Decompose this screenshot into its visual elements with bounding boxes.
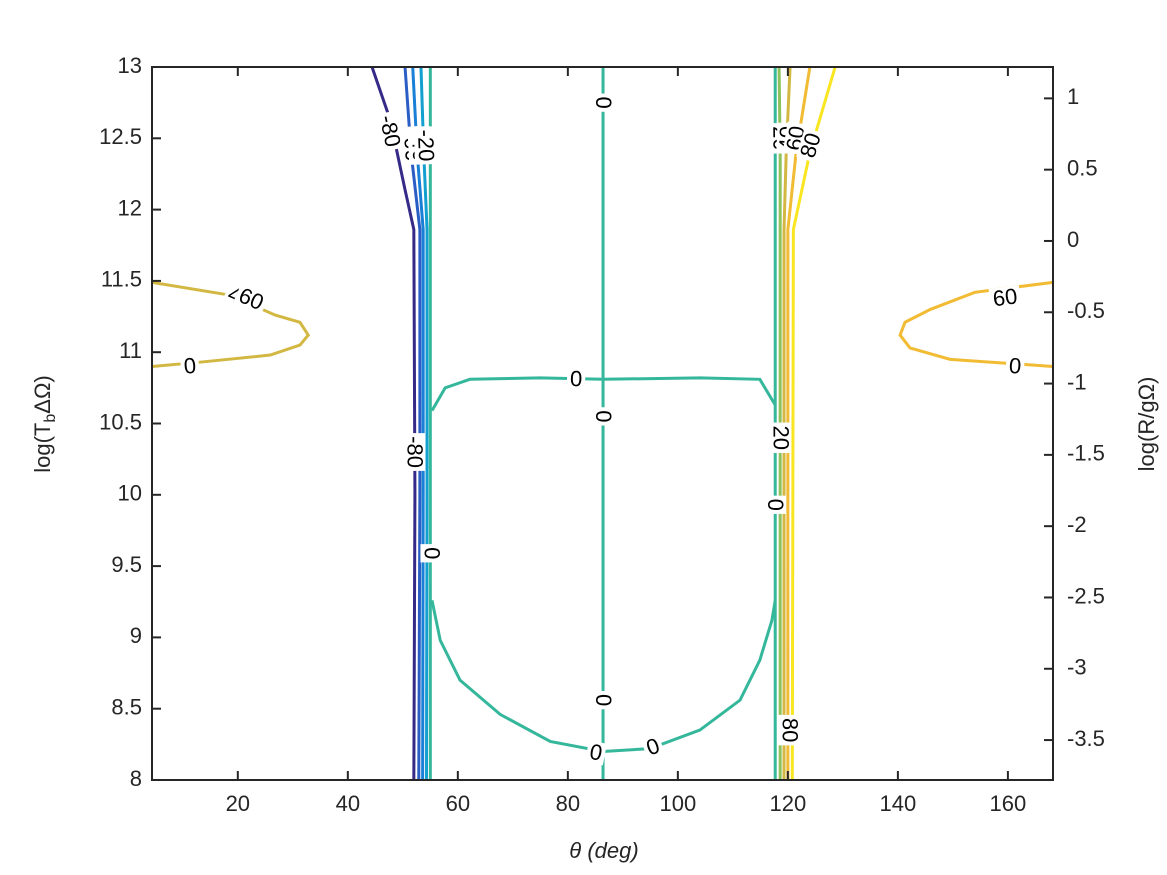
- x-tick-label: 100: [659, 791, 696, 816]
- contour-label-bg: [420, 544, 443, 563]
- y-tick-label: 11: [119, 338, 142, 363]
- contour-label-bg: [566, 368, 586, 391]
- contour-label-bg: [592, 407, 615, 426]
- contour-label-bg: [778, 714, 801, 746]
- contour-line: [370, 67, 417, 780]
- y2-tick-label: -2: [1067, 512, 1087, 537]
- contour-label-group: 0: [584, 739, 607, 766]
- contour-label-bg: [584, 740, 607, 766]
- contour-label-bg: [988, 285, 1022, 311]
- contour-label: 0: [420, 547, 445, 559]
- contour-label: 0: [588, 739, 605, 766]
- y2-tick-label: 1: [1067, 84, 1079, 109]
- contour-label-group: 0: [591, 93, 616, 112]
- y-tick-label: 13: [118, 53, 142, 78]
- y2-tick-label: 0: [1067, 227, 1079, 252]
- contour-label-group: 0: [763, 495, 788, 514]
- x-tick-label: 120: [770, 791, 807, 816]
- x-axis-label: θ (deg): [569, 838, 638, 863]
- x-tick-label: 60: [446, 791, 470, 816]
- y-tick-label: 10.5: [99, 409, 142, 434]
- contour-label-group: 0: [420, 544, 445, 563]
- y-label-part: ΔΩ): [30, 375, 55, 413]
- y-tick-label: 10: [118, 481, 142, 506]
- contour-label: 0: [763, 499, 788, 511]
- y2-tick-label: -1.5: [1067, 441, 1105, 466]
- contour-label: -20: [413, 129, 439, 162]
- y2-tick-label: -3: [1067, 655, 1087, 680]
- contour-label: 0: [591, 97, 616, 109]
- y-tick-label: 11.5: [101, 267, 142, 292]
- contour-label-bg: [592, 691, 615, 710]
- contour-label: 60: [991, 283, 1018, 311]
- y-tick-label: 12.5: [99, 124, 142, 149]
- contour-label: 0: [183, 353, 197, 379]
- y-label-part: log(T: [30, 423, 55, 473]
- contour-label-bg: [232, 283, 270, 316]
- contour-label-group: 0: [179, 353, 201, 379]
- contour-label-bg: [763, 495, 786, 514]
- y2-tick-label: -2.5: [1067, 583, 1105, 608]
- contour-label-group: 0: [1005, 353, 1025, 379]
- contour-line: [411, 67, 425, 780]
- contour-label: 80: [778, 718, 803, 742]
- x-tick-label: 40: [336, 791, 360, 816]
- contour-label-bg: [1005, 354, 1025, 379]
- contour-label-group: -80: [403, 433, 428, 471]
- contour-label: 0: [1008, 353, 1022, 379]
- contour-label-bg: [640, 733, 666, 761]
- y2-tick-label: 0.5: [1067, 155, 1098, 180]
- contour-label-group: 60: [988, 283, 1022, 311]
- contour-line: [419, 67, 429, 780]
- contour-label-bg: [179, 354, 201, 379]
- contour-label: 20: [768, 426, 793, 450]
- x-tick-label: 160: [990, 791, 1027, 816]
- y-tick-label: 9.5: [111, 552, 142, 577]
- contour-label-group: 0: [591, 691, 616, 710]
- contour-label-group: 0: [566, 366, 586, 391]
- contour-label-group: 20: [768, 422, 793, 454]
- contour-label-group: -20: [413, 126, 439, 165]
- contour-label-group: 80: [778, 714, 803, 746]
- y2-tick-label: -0.5: [1067, 298, 1105, 323]
- y-tick-label: 8.5: [111, 695, 142, 720]
- contour-label-group: 0: [591, 407, 616, 426]
- contour-label-bg: [592, 93, 615, 112]
- contour-line: [790, 67, 837, 780]
- contour-label: 0: [591, 410, 616, 422]
- contour-label: -80: [403, 436, 428, 468]
- contour-label-bg: [413, 126, 437, 165]
- contour-label-group: 0: [640, 733, 666, 761]
- y-tick-label: 9: [130, 623, 142, 648]
- contour-label: 0: [570, 366, 583, 391]
- y2-axis-label: log(R/gΩ): [1134, 377, 1159, 472]
- contour-label-bg: [403, 433, 426, 471]
- y2-tick-label: -1: [1067, 369, 1087, 394]
- contour-label-bg: [374, 110, 405, 152]
- contour-label-bg: [796, 127, 826, 164]
- x-tick-label: 140: [880, 791, 917, 816]
- contour-line: [898, 280, 1053, 368]
- contour-line: [403, 67, 422, 780]
- contour-line: [786, 67, 812, 780]
- y2-tick-label: -3.5: [1067, 726, 1105, 751]
- contour-label: 0: [591, 694, 616, 706]
- y-axis-label: log(TbΔΩ): [30, 375, 59, 473]
- y-label-sub: b: [42, 414, 59, 423]
- plot-area: -80-80-60-40-200000000000202040406060608…: [152, 67, 1053, 780]
- y-tick-label: 12: [118, 195, 142, 220]
- x-tick-label: 20: [226, 791, 250, 816]
- y-tick-label: 8: [130, 766, 142, 791]
- contour-label-bg: [769, 422, 792, 454]
- contour-line: [430, 600, 777, 753]
- x-tick-label: 80: [556, 791, 580, 816]
